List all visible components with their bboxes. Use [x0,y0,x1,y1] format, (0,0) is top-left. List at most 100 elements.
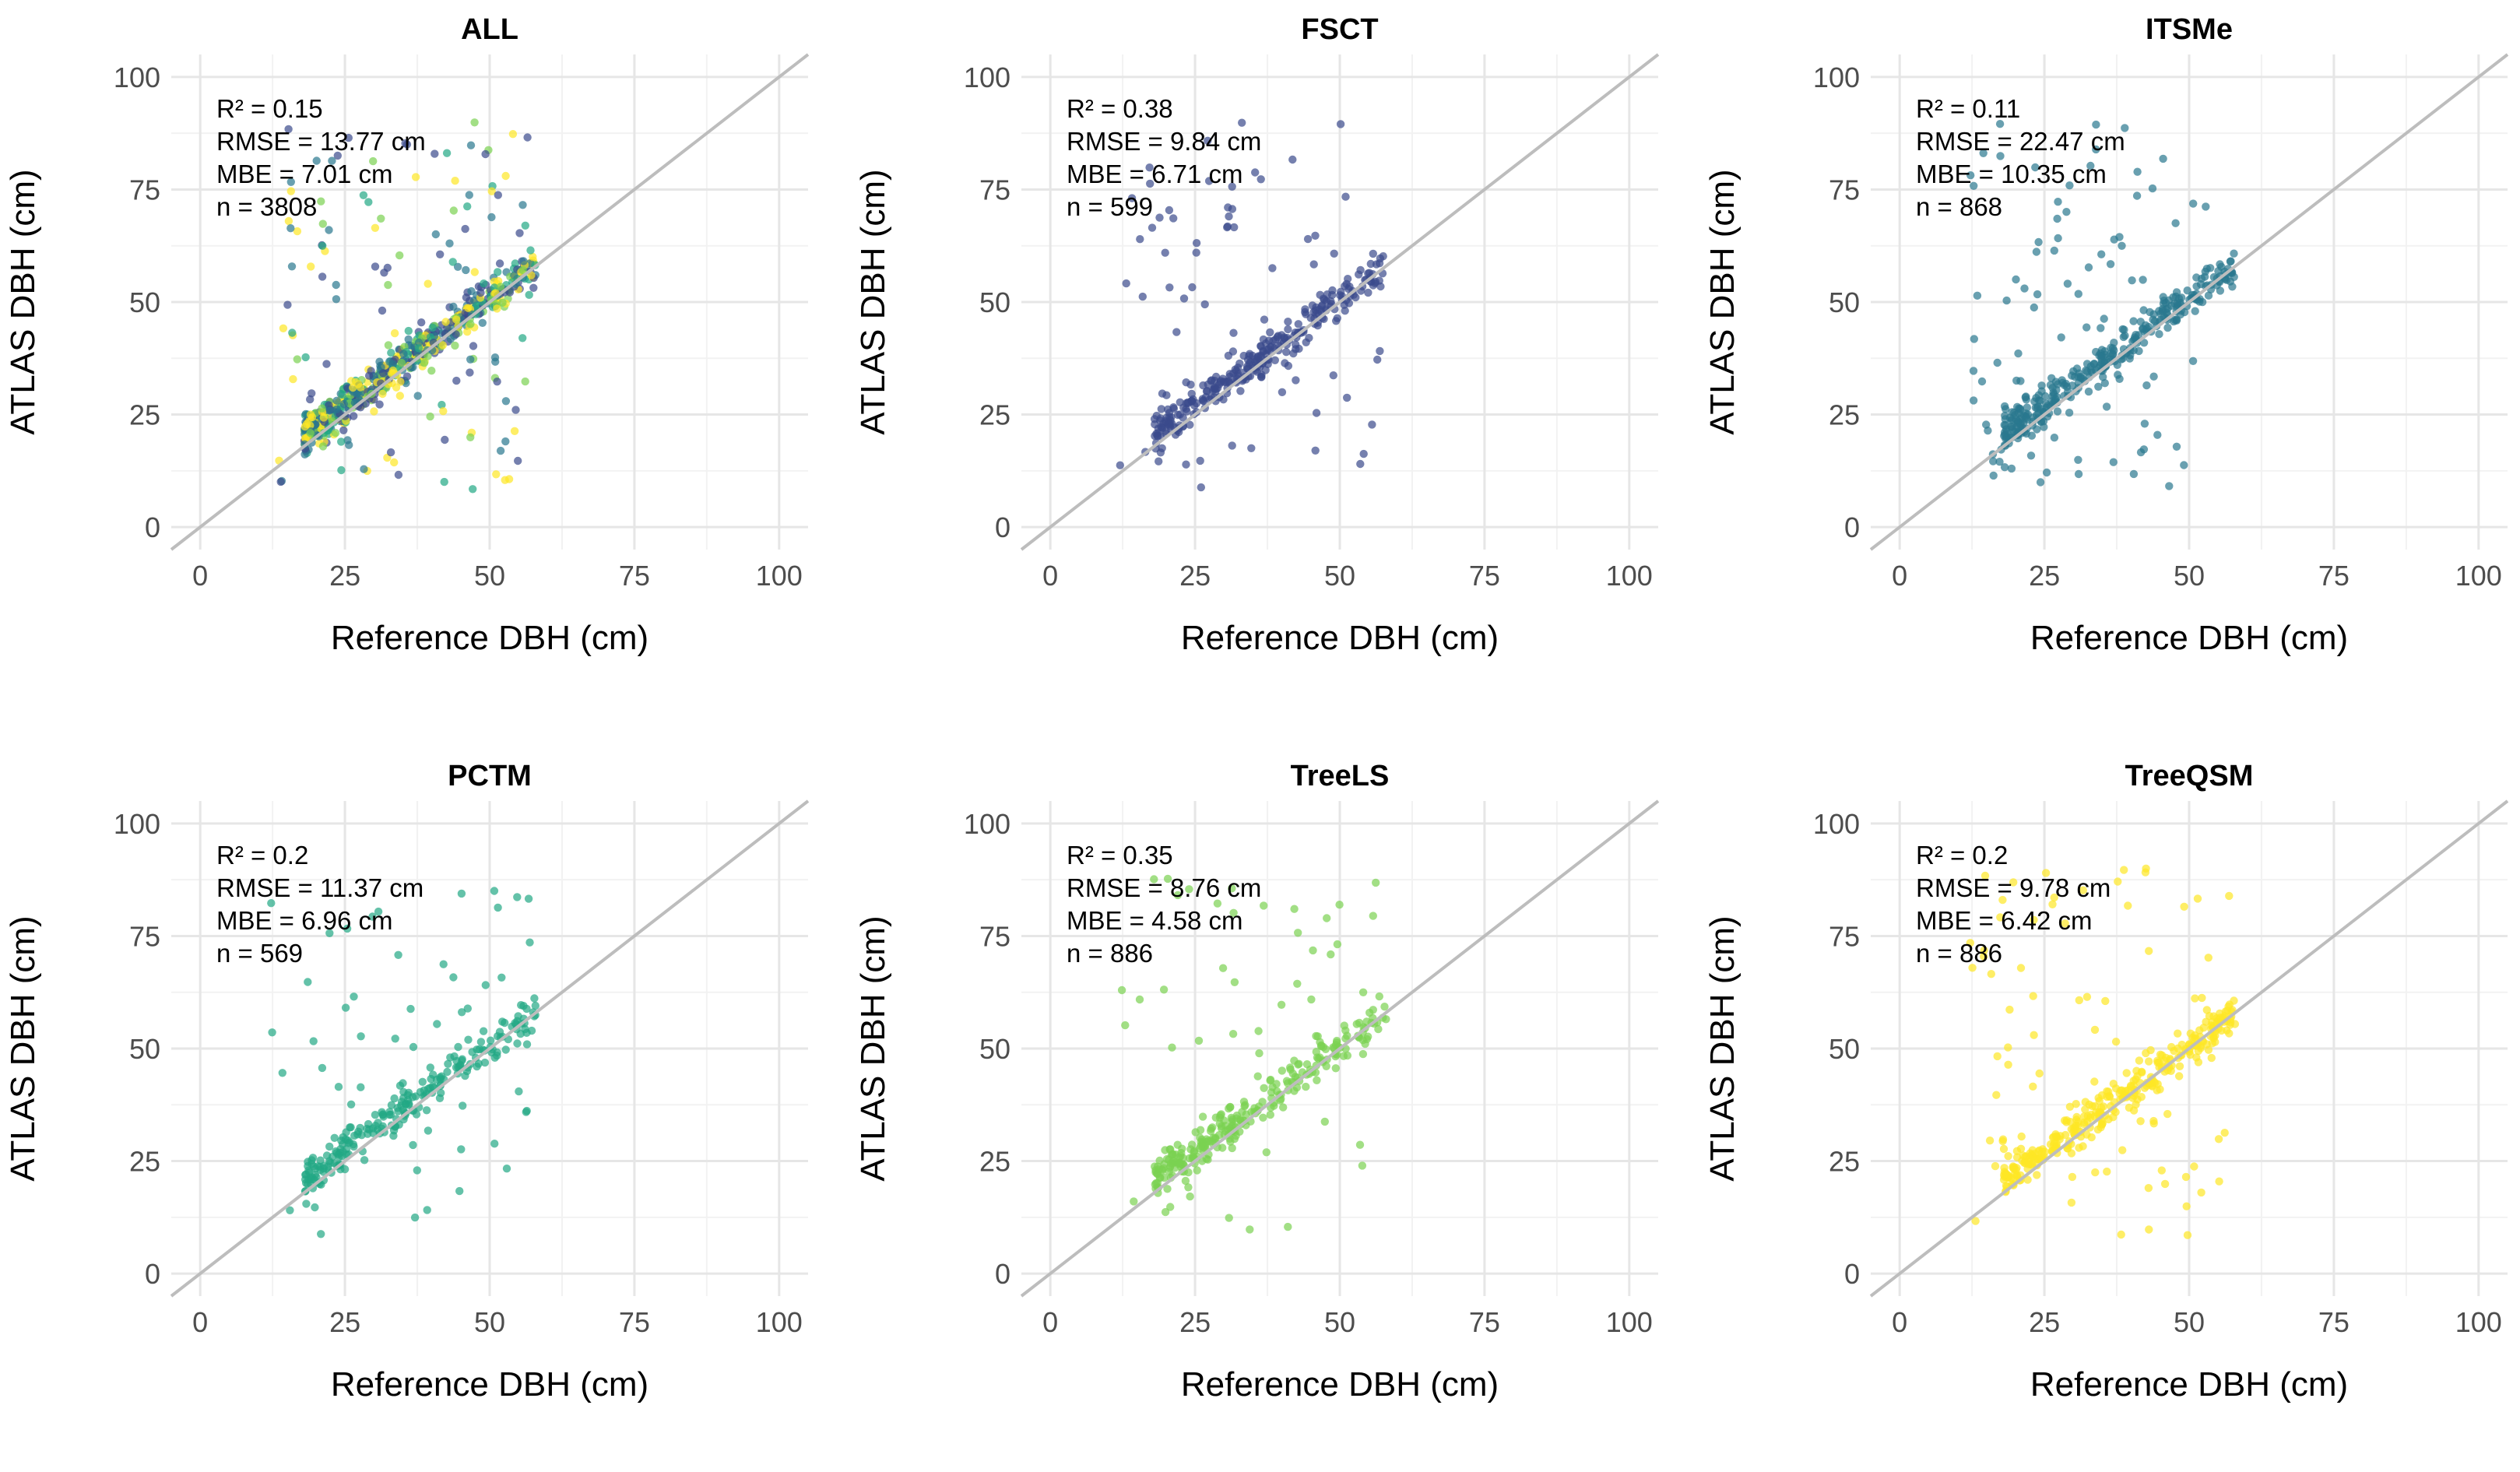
point-treeqsm [2033,1171,2041,1179]
point-itsme [2159,154,2167,163]
point-treels [1117,985,1126,995]
point-pctm [526,246,535,255]
point-itsme [301,450,309,458]
point-pctm [301,1171,310,1179]
point-treeqsm [1999,1144,2009,1154]
point-treeqsm [2086,1113,2095,1122]
point-treels [1358,1161,1367,1170]
stat-line: n = 569 [216,939,303,968]
point-itsme [2036,478,2045,487]
point-fsct [1288,155,1297,164]
point-itsme [491,357,500,366]
point-itsme [449,302,458,311]
point-treels [1290,905,1299,913]
point-treeqsm [438,341,447,350]
point-treeqsm [451,177,459,185]
point-itsme [2082,323,2091,332]
x-axis-label: Reference DBH (cm) [2030,1365,2348,1403]
y-tick-label: 75 [1829,174,1860,206]
point-fsct [1311,446,1320,455]
stats-annotation: R² = 0.11 RMSE = 22.47 cm MBE = 10.35 cm n … [1916,94,2125,221]
point-treels [496,283,505,291]
point-fsct [1343,393,1351,402]
point-pctm [357,1032,365,1041]
x-tick-label: 0 [192,1306,208,1338]
point-fsct [1228,347,1238,356]
point-pctm [502,1165,511,1173]
point-itsme [399,350,408,358]
point-itsme [2106,260,2115,269]
point-fsct [1369,249,1378,258]
point-treels [1207,1124,1216,1133]
x-tick-label: 50 [474,1306,505,1338]
stat-line: n = 886 [1067,939,1153,968]
point-itsme [2014,349,2023,358]
point-pctm [317,1230,325,1238]
point-treeqsm [2081,1105,2089,1114]
point-fsct [1278,388,1287,396]
point-itsme [2139,325,2147,333]
point-itsme [2074,290,2082,298]
point-fsct [401,139,409,148]
point-pctm [357,1083,365,1091]
point-treels [1166,1203,1175,1211]
point-treeqsm [370,407,378,416]
point-treeqsm [293,227,302,236]
point-treels [1173,891,1183,900]
point-treeqsm [2209,1012,2218,1021]
x-tick-label: 100 [2455,1306,2502,1338]
point-itsme [2057,333,2065,342]
point-fsct [441,435,449,444]
point-fsct [511,406,520,414]
panel-title: ITSMe [2146,13,2233,46]
point-itsme [388,360,397,369]
point-pctm [368,912,377,921]
point-fsct [402,372,412,381]
point-itsme [2165,482,2174,490]
point-itsme [2119,332,2128,342]
point-treels [1327,950,1335,959]
point-itsme [487,213,496,222]
point-fsct [1186,420,1194,429]
point-treels [1161,1207,1170,1217]
point-itsme [2033,290,2042,299]
point-treeqsm [1968,964,1977,972]
point-itsme [356,389,365,398]
point-fsct [1368,420,1376,429]
point-fsct [1169,214,1178,223]
point-pctm [337,465,346,475]
point-fsct [1182,378,1190,387]
point-pctm [267,899,276,908]
point-pctm [501,1045,510,1054]
point-treels [1278,1066,1287,1075]
point-treels [318,442,328,451]
point-pctm [364,1129,372,1138]
point-fsct [1292,376,1300,385]
stat-line: n = 886 [1916,939,2002,968]
point-treeqsm [395,392,404,400]
point-itsme [446,335,455,343]
point-treeqsm [301,422,310,431]
point-pctm [338,390,346,399]
identity-line [1020,53,1660,551]
x-tick-label: 25 [2029,560,2060,592]
point-treels [1185,885,1193,894]
point-treeqsm [2064,1144,2072,1153]
point-itsme [2230,249,2238,258]
point-treels [521,377,529,386]
point-treeqsm [2114,877,2122,886]
point-treeqsm [2082,992,2092,1001]
point-itsme [1982,420,1991,429]
point-pctm [433,1020,441,1028]
point-treeqsm [1993,1052,2002,1061]
point-fsct [1235,359,1244,368]
point-pctm [350,992,358,1001]
point-treeqsm [2087,1133,2096,1142]
x-tick-label: 75 [1469,560,1500,592]
point-treels [1202,1137,1211,1147]
point-pctm [423,1206,431,1214]
point-treeqsm [289,374,297,384]
point-itsme [2120,325,2128,334]
point-pctm [513,893,522,901]
